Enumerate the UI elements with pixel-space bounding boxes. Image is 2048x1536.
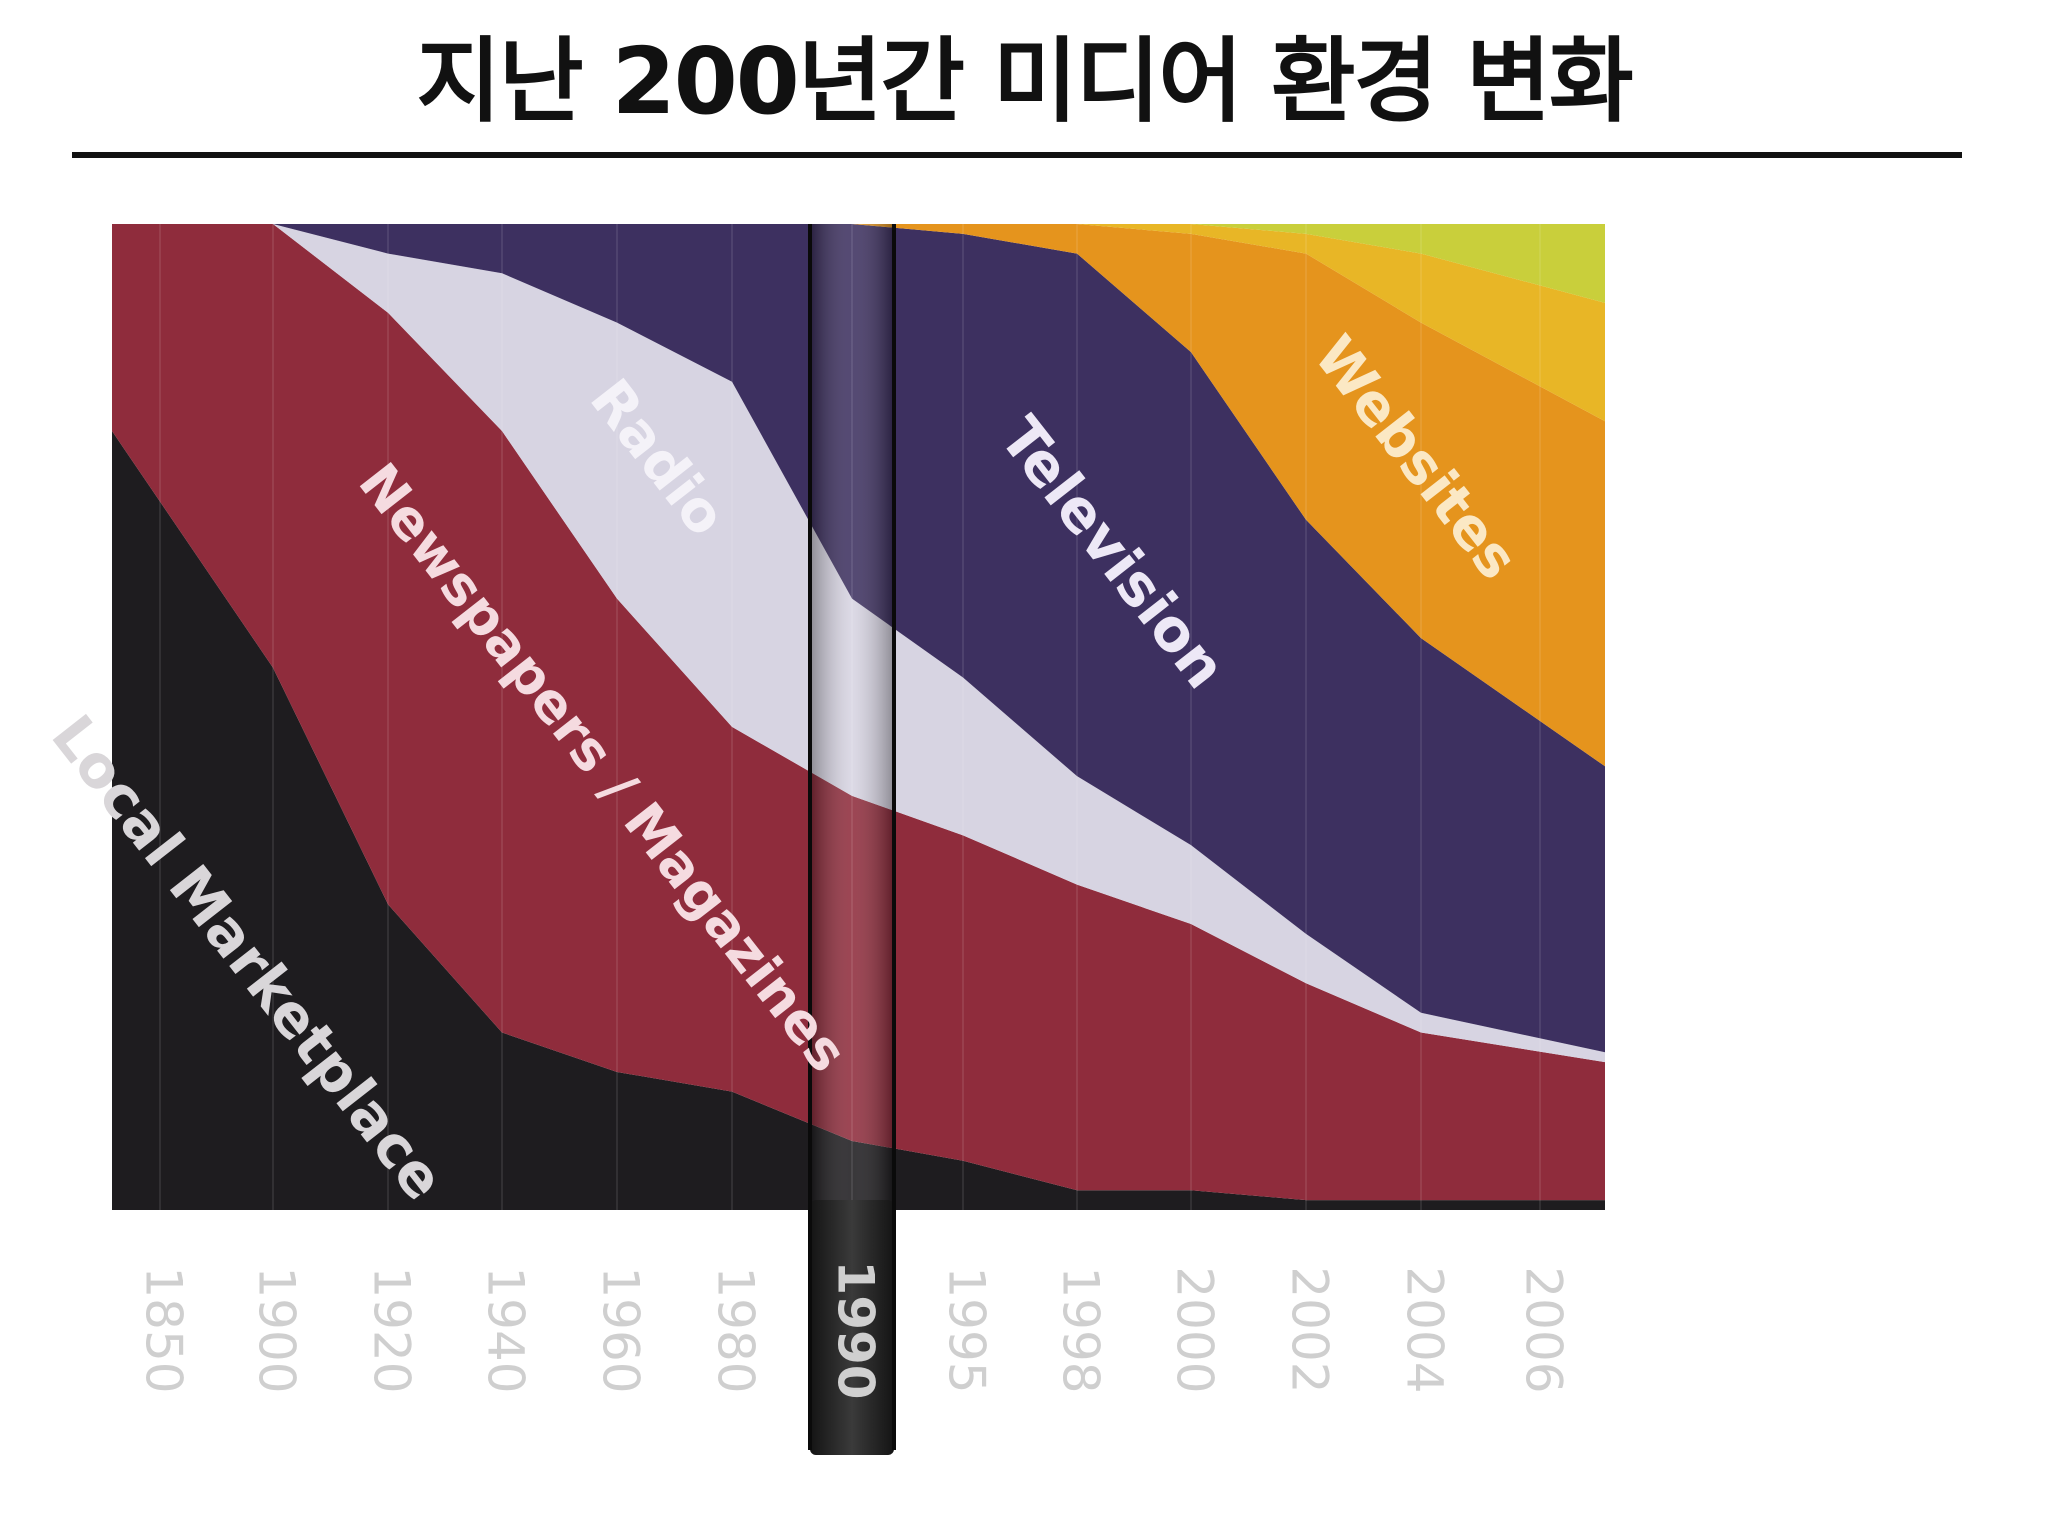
x-tick-label: 1980: [707, 1266, 765, 1393]
x-tick-label[interactable]: 1990: [827, 1260, 885, 1399]
area-websites: [112, 224, 1605, 767]
x-tick-label: 1995: [938, 1266, 996, 1393]
year-selector-handle[interactable]: [810, 1200, 894, 1455]
area-local-marketplace: [112, 431, 1605, 1210]
x-tick-label: 2006: [1515, 1266, 1573, 1393]
x-tick-label: 1920: [363, 1266, 421, 1393]
x-tick-label: 1850: [135, 1266, 193, 1393]
x-tick-label: 1998: [1052, 1266, 1110, 1393]
page-title: 지난 200년간 미디어 환경 변화: [416, 28, 1633, 135]
x-tick-label: 1940: [477, 1266, 535, 1393]
x-tick-label: 2004: [1396, 1266, 1454, 1393]
x-axis-ticks: 1850 1900 1920 1940 1960 1980 1990 1995 1998 2000…: [135, 1260, 1573, 1399]
x-tick-label: 2000: [1166, 1266, 1224, 1393]
x-tick-label: 1900: [248, 1266, 306, 1393]
highlight-band: [808, 224, 896, 1455]
area-television: [112, 224, 1605, 1053]
x-tick-label: 2002: [1281, 1266, 1339, 1393]
x-tick-label: 1960: [592, 1266, 650, 1393]
title-divider: [72, 152, 1962, 158]
area-series-6: [112, 224, 1605, 303]
highlight-band-overlay: [810, 224, 894, 1210]
area-newspapers-magazines: [112, 224, 1605, 1201]
